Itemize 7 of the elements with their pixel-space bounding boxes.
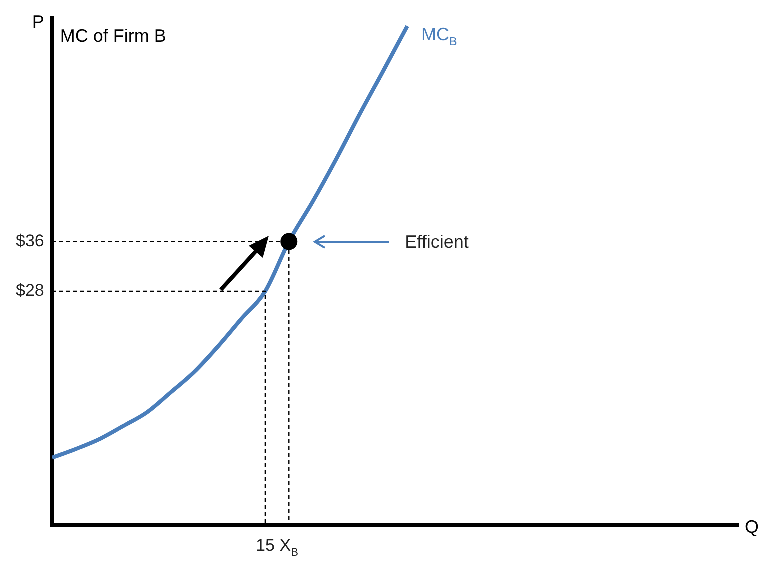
chart-title: MC of Firm B bbox=[60, 26, 166, 46]
y-tick-label: $36 bbox=[16, 231, 44, 250]
y-axis-title: P bbox=[32, 12, 44, 32]
x-axis-title: Q bbox=[745, 517, 760, 537]
y-tick-label: $28 bbox=[16, 281, 44, 300]
x-tick-label: 15 bbox=[256, 536, 275, 555]
annotation: Efficient bbox=[405, 232, 469, 252]
